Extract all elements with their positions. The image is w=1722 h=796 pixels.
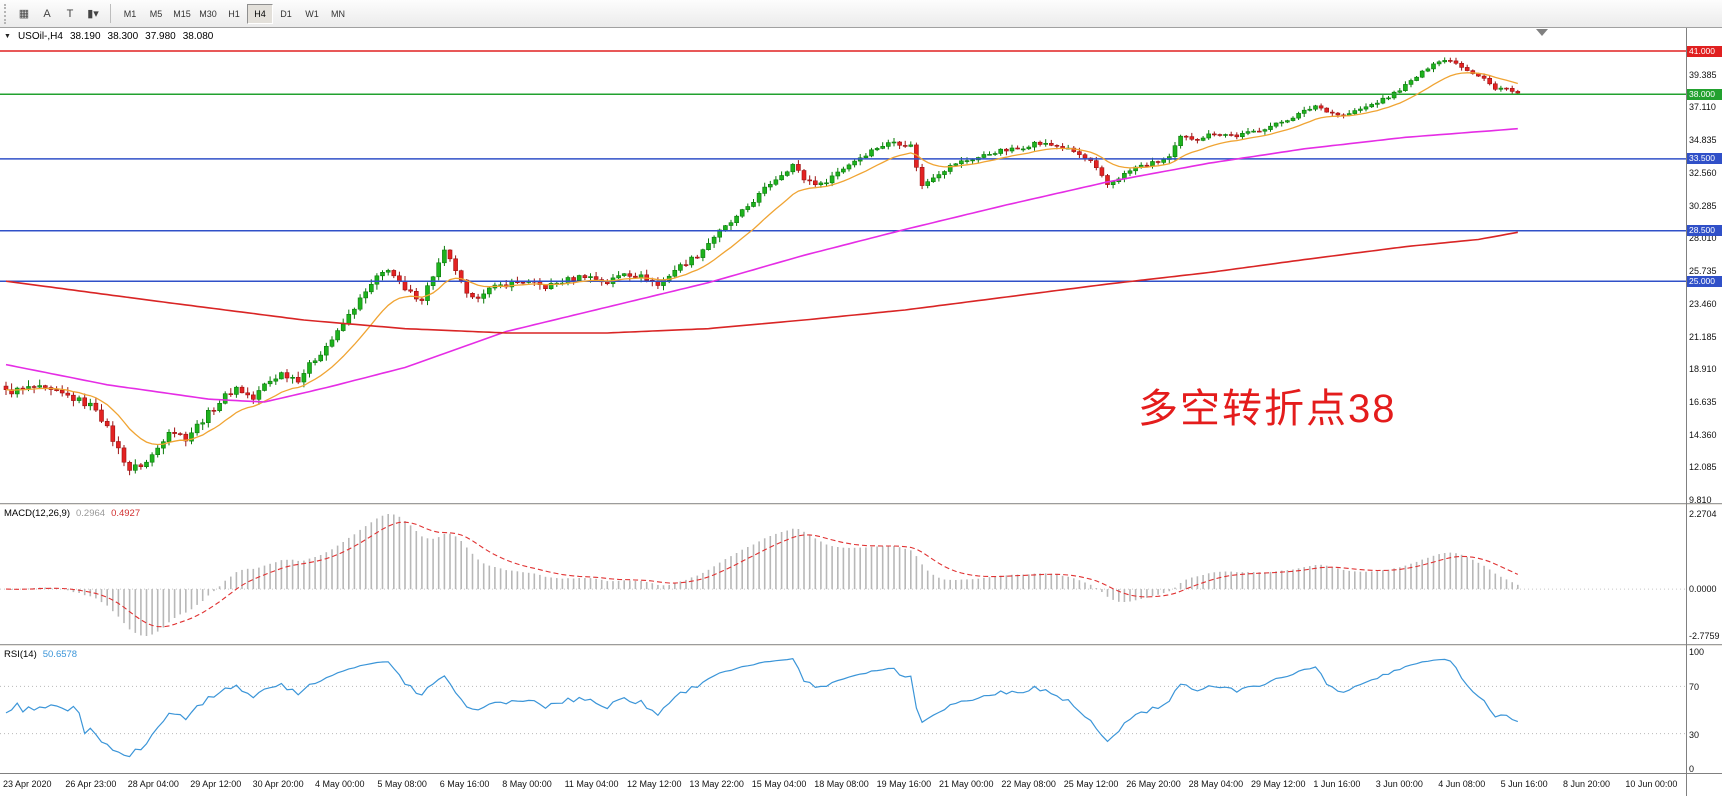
main-chart-panel: ▼ USOil-,H4 38.190 38.300 37.980 38.080 …: [0, 28, 1686, 503]
time-axis[interactable]: 23 Apr 2020 26 Apr 23:00 28 Apr 04:00 29 Ap…: [0, 773, 1686, 796]
price-tick-label: 39.385: [1689, 69, 1717, 80]
time-label: 15 May 04:00: [751, 779, 807, 789]
time-label: 26 May 20:00: [1126, 779, 1181, 789]
chart-region: ▼ USOil-,H4 38.190 38.300 37.980 38.080 …: [0, 28, 1722, 796]
time-label: 4 May 00:00: [315, 779, 365, 789]
panel-splitter[interactable]: [0, 644, 1686, 647]
macd-axis-max: 2.2704: [1689, 509, 1717, 519]
time-label: 11 May 04:00: [564, 779, 619, 789]
plot-column: ▼ USOil-,H4 38.190 38.300 37.980 38.080 …: [0, 28, 1686, 796]
price-level-badge: 38.000: [1687, 88, 1722, 100]
chart-window-button[interactable]: ▦: [18, 8, 30, 20]
time-label: 28 Apr 04:00: [127, 779, 179, 789]
price-tick-label: 23.460: [1689, 298, 1717, 309]
auto-scroll-button[interactable]: A: [43, 7, 51, 20]
time-label: 3 Jun 00:00: [1375, 779, 1423, 789]
time-label: 8 May 00:00: [502, 779, 552, 789]
time-label: 6 May 16:00: [439, 779, 490, 789]
rsi-axis-label: 30: [1689, 729, 1700, 740]
time-label: 28 May 04:00: [1188, 779, 1244, 789]
toolbar-grip[interactable]: [4, 3, 8, 24]
time-label: 25 May 12:00: [1063, 779, 1119, 789]
price-tick-label: 37.110: [1689, 102, 1716, 113]
rsi-axis-label: 100: [1689, 647, 1705, 657]
price-level-badge: 28.500: [1687, 225, 1722, 237]
macd-panel: MACD(12,26,9) 0.2964 0.4927: [0, 506, 1686, 644]
toolbar: ▦ A T ▮▾ M1 M5 M15 M30 H1 H4 D1 W1 MN: [0, 0, 1722, 28]
time-label: 19 May 16:00: [876, 779, 932, 789]
time-label: 10 Jun 00:00: [1625, 779, 1678, 789]
timeframe-w1-button[interactable]: W1: [305, 8, 319, 19]
time-label: 1 Jun 16:00: [1313, 779, 1361, 789]
timeframe-h1-button[interactable]: H1: [228, 8, 240, 19]
time-label: 5 May 08:00: [377, 779, 427, 789]
time-label: 5 Jun 16:00: [1500, 779, 1548, 789]
axis-splitter: [1687, 644, 1722, 647]
time-label: 26 Apr 23:00: [65, 779, 117, 789]
timeframe-m15-button[interactable]: M15: [173, 8, 191, 19]
time-label: 18 May 08:00: [814, 779, 869, 789]
price-tick-label: 32.560: [1689, 167, 1717, 178]
time-label: 12 May 12:00: [627, 779, 682, 789]
timeframe-m1-button[interactable]: M1: [123, 8, 137, 19]
price-tick-label: 25.735: [1689, 266, 1717, 277]
macd-axis-min: -2.7759: [1689, 631, 1720, 641]
time-label: 21 May 00:00: [939, 779, 994, 789]
time-label: 29 Apr 12:00: [190, 779, 242, 789]
time-label: 30 Apr 20:00: [252, 779, 304, 789]
price-tick-label: 18.910: [1689, 364, 1717, 375]
price-level-badge: 41.000: [1687, 45, 1722, 57]
rsi-axis-label: 0: [1689, 764, 1695, 774]
axis-corner: [1687, 773, 1722, 796]
timeframe-m30-button[interactable]: M30: [199, 8, 217, 19]
time-label: 8 Jun 20:00: [1563, 779, 1611, 789]
price-tick-label: 28.010: [1689, 233, 1717, 244]
time-label: 22 May 08:00: [1001, 779, 1056, 789]
axis-splitter: [1687, 503, 1722, 506]
text-tool-button[interactable]: T: [66, 7, 74, 20]
time-label: 29 May 12:00: [1251, 779, 1306, 789]
time-label: 13 May 22:00: [689, 779, 744, 789]
price-level-badge: 33.500: [1687, 153, 1722, 165]
chart-shift-marker: [1536, 29, 1548, 36]
chart-type-button[interactable]: ▮▾: [87, 8, 99, 20]
price-tick-label: 9.810: [1689, 495, 1712, 506]
timeframe-m5-button[interactable]: M5: [149, 8, 163, 19]
timeframe-h4-button[interactable]: H4: [247, 3, 273, 24]
price-tick-label: 12.085: [1689, 462, 1717, 473]
price-axis[interactable]: 39.385 37.110 34.835 32.560 30.285 28.010 25.7…: [1686, 28, 1722, 796]
macd-canvas[interactable]: [0, 506, 1686, 644]
price-level-badge: 25.000: [1687, 275, 1722, 287]
time-label: 4 Jun 08:00: [1438, 779, 1486, 789]
macd-axis-zero: 0.0000: [1689, 584, 1717, 595]
chart-annotation-text[interactable]: 多空转折点38: [1138, 387, 1397, 431]
timeframe-mn-button[interactable]: MN: [331, 8, 345, 19]
toolbar-icon-group: ▦ A T ▮▾: [13, 3, 104, 25]
timeframe-d1-button[interactable]: D1: [280, 8, 292, 19]
price-tick-label: 30.285: [1689, 200, 1717, 211]
price-tick-label: 14.360: [1689, 429, 1717, 440]
price-tick-label: 16.635: [1689, 397, 1717, 407]
rsi-axis-label: 70: [1689, 682, 1700, 693]
rsi-canvas[interactable]: [0, 647, 1686, 773]
timeframe-group: M1 M5 M15 M30 H1 H4 D1 W1 MN: [117, 3, 351, 24]
panel-splitter[interactable]: [0, 503, 1686, 506]
toolbar-separator: [110, 4, 111, 23]
price-tick-label: 21.185: [1689, 331, 1717, 342]
price-tick-label: 34.835: [1689, 135, 1717, 146]
time-label: 23 Apr 2020: [3, 779, 52, 789]
rsi-panel: RSI(14) 50.6578: [0, 647, 1686, 773]
main-chart-canvas[interactable]: [0, 28, 1686, 503]
